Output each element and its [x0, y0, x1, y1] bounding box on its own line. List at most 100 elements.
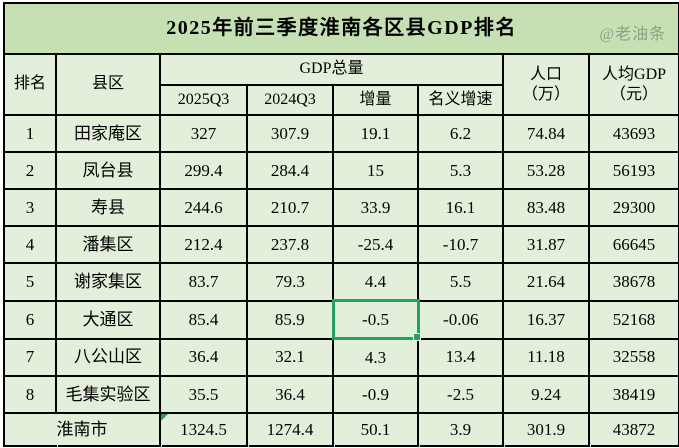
cell-county[interactable]: 田家庵区: [55, 114, 161, 153]
cell-population[interactable]: 53.28: [502, 151, 590, 190]
header-row-2: 2025Q3 2024Q3 增量 名义增速: [4, 84, 679, 116]
cell-population[interactable]: 9.24: [502, 375, 590, 414]
cell-county[interactable]: 凤台县: [55, 151, 161, 190]
total-gdp-2024q3-cell[interactable]: 1274.4: [246, 412, 334, 447]
cell-county[interactable]: 潘集区: [55, 225, 161, 264]
total-increment-cell[interactable]: 50.1: [332, 412, 419, 447]
cell-nominal-growth[interactable]: -10.7: [417, 225, 504, 264]
cell-county[interactable]: 寿县: [55, 188, 161, 227]
total-nominal-growth-cell[interactable]: 3.9: [417, 412, 504, 447]
table-row: 3 寿县 244.6 210.7 33.9 16.1 83.48 29300: [3, 188, 679, 227]
cell-county[interactable]: 八公山区: [55, 337, 161, 377]
col-header-2024q3[interactable]: 2024Q3: [246, 84, 334, 116]
cell-per-capita-gdp[interactable]: 38678: [587, 262, 679, 302]
cell-gdp-2025q3[interactable]: 327: [159, 114, 248, 153]
cell-nominal-growth[interactable]: -2.5: [417, 375, 504, 414]
col-header-2025q3[interactable]: 2025Q3: [159, 84, 248, 116]
col-header-population-line1: 人口: [529, 65, 562, 83]
cell-gdp-2024q3[interactable]: 32.1: [246, 337, 334, 377]
cell-gdp-2024q3[interactable]: 79.3: [246, 262, 334, 302]
col-header-gdp-group[interactable]: GDP总量: [159, 53, 504, 86]
cell-increment[interactable]: 33.9: [332, 188, 419, 227]
col-header-rank[interactable]: 排名: [3, 53, 57, 116]
total-gdp-2025q3-cell[interactable]: 1324.5: [159, 412, 248, 447]
cell-gdp-2024q3[interactable]: 210.7: [246, 188, 334, 227]
header-row-1: 排名 县区 GDP总量 人口 （万） 人均GDP （元）: [3, 53, 679, 116]
title-row: 2025年前三季度淮南各区县GDP排名 @老油条: [2, 2, 679, 55]
cell-rank[interactable]: 1: [3, 114, 57, 153]
cell-nominal-growth[interactable]: 13.4: [417, 337, 504, 377]
cell-increment[interactable]: 19.1: [332, 114, 419, 153]
cell-gdp-2025q3[interactable]: 83.7: [159, 262, 248, 302]
col-header-per-capita-gdp[interactable]: 人均GDP （元）: [587, 53, 679, 116]
cell-nominal-growth[interactable]: 6.2: [417, 114, 504, 153]
table-row: 6 大通区 85.4 85.9 -0.5 -0.06 16.37 52168: [3, 299, 679, 341]
cell-gdp-2024q3[interactable]: 284.4: [246, 151, 334, 190]
cell-gdp-2025q3[interactable]: 212.4: [159, 225, 248, 264]
cell-gdp-2024q3[interactable]: 237.8: [246, 225, 334, 264]
note-indicator-triangle: [161, 414, 168, 421]
cell-rank[interactable]: 5: [3, 262, 57, 302]
cell-per-capita-gdp[interactable]: 56193: [587, 151, 679, 190]
cell-rank[interactable]: 8: [3, 375, 57, 414]
cell-per-capita-gdp[interactable]: 52168: [587, 299, 679, 340]
cell-population[interactable]: 11.18: [502, 337, 590, 377]
cell-per-capita-gdp[interactable]: 43693: [587, 114, 679, 153]
col-header-population[interactable]: 人口 （万）: [502, 53, 590, 116]
cell-population[interactable]: 21.64: [502, 262, 590, 302]
total-county-cell[interactable]: 淮南市: [3, 412, 161, 447]
cell-gdp-2025q3[interactable]: 35.5: [159, 375, 248, 414]
cell-nominal-growth[interactable]: 5.3: [417, 151, 504, 190]
cell-increment[interactable]: 15: [332, 151, 419, 190]
cell-rank[interactable]: 7: [3, 337, 57, 377]
cell-gdp-2025q3[interactable]: 299.4: [159, 151, 248, 190]
selection-fill-handle[interactable]: [412, 333, 421, 341]
cell-county[interactable]: 谢家集区: [55, 262, 161, 302]
cell-per-capita-gdp[interactable]: 29300: [587, 188, 679, 227]
cell-nominal-growth[interactable]: 5.5: [417, 262, 504, 302]
cell-gdp-2024q3[interactable]: 307.9: [246, 114, 334, 153]
table-row: 8 毛集实验区 35.5 36.4 -0.9 -2.5 9.24 38419: [3, 375, 679, 414]
total-per-capita-cell[interactable]: 43872: [587, 412, 679, 447]
cell-rank[interactable]: 2: [3, 151, 57, 190]
col-header-nominal-growth[interactable]: 名义增速: [417, 84, 504, 116]
cell-population[interactable]: 83.48: [502, 188, 590, 227]
cell-population[interactable]: 16.37: [502, 299, 590, 340]
cell-gdp-2024q3[interactable]: 36.4: [246, 375, 334, 414]
cell-nominal-growth[interactable]: 16.1: [417, 188, 504, 227]
col-header-county[interactable]: 县区: [55, 53, 161, 116]
cell-population[interactable]: 74.84: [502, 114, 590, 153]
total-population-cell[interactable]: 301.9: [502, 412, 590, 447]
gridline-stubs: [0, 444, 679, 448]
cell-population[interactable]: 31.87: [502, 225, 590, 264]
cell-gdp-2025q3[interactable]: 85.4: [159, 299, 248, 340]
table-row: 2 凤台县 299.4 284.4 15 5.3 53.28 56193: [3, 151, 679, 190]
col-header-increment[interactable]: 增量: [332, 84, 419, 116]
cell-increment[interactable]: -0.9: [332, 375, 419, 414]
cell-rank[interactable]: 6: [3, 299, 57, 340]
cell-county[interactable]: 毛集实验区: [55, 375, 161, 414]
page-title: 2025年前三季度淮南各区县GDP排名: [166, 17, 517, 39]
cell-gdp-2025q3[interactable]: 244.6: [159, 188, 248, 227]
cell-per-capita-gdp[interactable]: 66645: [587, 225, 679, 264]
col-header-per-capita-line2: （元）: [610, 85, 659, 103]
cell-gdp-2025q3[interactable]: 36.4: [159, 337, 248, 377]
cell-county[interactable]: 大通区: [55, 299, 161, 340]
selected-cell-value: -0.5: [362, 309, 389, 329]
cell-nominal-growth[interactable]: -0.06: [417, 299, 504, 340]
selected-cell[interactable]: -0.5: [331, 299, 421, 341]
watermark: @老油条: [599, 25, 667, 43]
cell-per-capita-gdp[interactable]: 38419: [587, 375, 679, 414]
table-row: 4 潘集区 212.4 237.8 -25.4 -10.7 31.87 6664…: [3, 225, 679, 264]
cell-rank[interactable]: 4: [3, 225, 57, 264]
cell-per-capita-gdp[interactable]: 32558: [587, 337, 679, 377]
table-title-cell[interactable]: 2025年前三季度淮南各区县GDP排名 @老油条: [2, 2, 679, 55]
cell-increment[interactable]: 4.3: [332, 337, 419, 377]
cell-increment[interactable]: 4.4: [332, 262, 419, 302]
cell-increment[interactable]: -25.4: [332, 225, 419, 264]
cell-rank[interactable]: 3: [3, 188, 57, 227]
cell-gdp-2024q3[interactable]: 85.9: [246, 299, 334, 340]
total-gdp-2025q3-value: 1324.5: [180, 419, 227, 439]
